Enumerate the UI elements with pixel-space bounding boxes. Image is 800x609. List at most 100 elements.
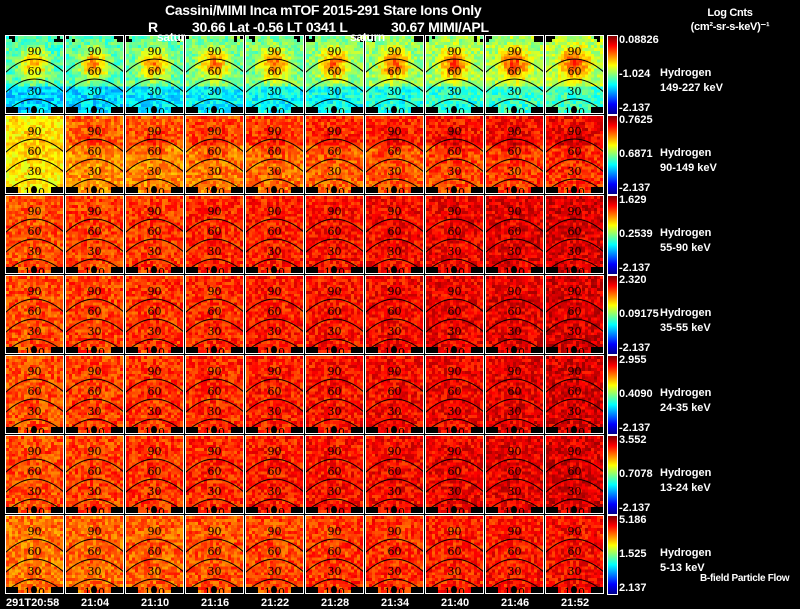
panel-pixels <box>246 436 303 513</box>
panel-pixels <box>546 196 603 273</box>
b-field-marker <box>511 266 517 273</box>
heatmap-panel: 90 60 30 120 <box>125 35 184 114</box>
contour-arc <box>186 478 243 493</box>
contour-arc <box>246 558 303 573</box>
contour-arcs <box>246 458 303 513</box>
contour-arcs <box>426 298 483 353</box>
contour-arc <box>306 58 363 73</box>
contour-label: 60 <box>147 545 162 558</box>
contour-arc <box>66 298 123 313</box>
contour-arcs <box>306 378 363 433</box>
contour-label: 90 <box>267 45 282 58</box>
heatmap-panel: 90 60 30 120 <box>5 515 64 594</box>
contour-label: 30 <box>27 165 42 178</box>
contour-arc <box>306 218 363 233</box>
colorbar-cmid-label: 0.6871 <box>619 148 653 160</box>
heatmap-panel: 90 60 30 120 <box>65 435 124 514</box>
b-field-marker <box>511 186 517 193</box>
contour-label: 60 <box>507 545 522 558</box>
time-tick-label: 21:52 <box>561 597 590 609</box>
contour-arc <box>6 478 63 493</box>
contour-arc <box>546 378 603 393</box>
contour-arc <box>426 238 483 253</box>
heatmap-panel: 90 60 30 120 <box>5 355 64 434</box>
contour-label: 30 <box>87 485 102 498</box>
b-field-marker <box>211 186 217 193</box>
heatmap-panel: 90 60 30 120 <box>305 115 364 194</box>
heatmap-panel: 90 60 30 120 <box>425 115 484 194</box>
contour-arc <box>366 318 423 333</box>
contour-label: 90 <box>27 365 42 378</box>
heatmap-panel: 90 60 30 120 <box>365 115 424 194</box>
contour-arc <box>366 338 423 353</box>
contour-label: 30 <box>507 405 522 418</box>
contour-label: 60 <box>387 385 402 398</box>
contour-label: 30 <box>507 325 522 338</box>
b-field-marker <box>511 506 517 513</box>
contour-arc <box>66 138 123 153</box>
contour-label: 30 <box>567 325 582 338</box>
contour-label: 90 <box>447 285 462 298</box>
panel-pixels <box>6 356 63 433</box>
contour-arcs <box>126 58 183 113</box>
b-field-marker <box>571 586 577 593</box>
b-field-marker <box>31 426 37 433</box>
heatmap-panel: 90 60 30 120 <box>185 515 244 594</box>
contour-label: 30 <box>207 85 222 98</box>
contour-arc <box>306 138 363 153</box>
panel-pixels <box>486 36 543 113</box>
panel-pixels <box>426 356 483 433</box>
contour-label: 120 <box>384 186 405 194</box>
contour-arc <box>126 398 183 413</box>
contour-arc <box>6 378 63 393</box>
panel-pixels <box>366 116 423 193</box>
contour-label: 90 <box>567 365 582 378</box>
heatmap-panel: 90 60 30 120 <box>545 115 604 194</box>
contour-arc <box>486 78 543 93</box>
contour-arc <box>546 218 603 233</box>
contour-arc <box>366 218 423 233</box>
contour-arcs <box>6 218 63 273</box>
heatmap-panel: 90 60 30 120 <box>185 195 244 274</box>
contour-arcs <box>246 218 303 273</box>
contour-arc <box>426 98 483 113</box>
contour-arc <box>486 338 543 353</box>
b-field-marker <box>271 186 277 193</box>
time-tick-label: 291T20:58 <box>6 597 60 609</box>
contour-label: 60 <box>387 225 402 238</box>
contour-label: 30 <box>27 405 42 418</box>
contour-label: 60 <box>27 145 42 158</box>
colorbar-cmax-label: 2.955 <box>619 354 647 366</box>
energy-range: 13-24 keV <box>660 482 711 494</box>
contour-label: 90 <box>27 525 42 538</box>
contour-arcs <box>246 58 303 113</box>
title-line-2-end: 30.67 MIMI/APL <box>391 19 489 35</box>
contour-arc <box>126 78 183 93</box>
contour-label: 30 <box>327 165 342 178</box>
b-field-marker <box>91 266 97 273</box>
contour-label: 60 <box>327 65 342 78</box>
colorbar-cmin-label: -2.137 <box>619 422 651 434</box>
contour-label: 120 <box>444 426 465 434</box>
contour-arc <box>6 58 63 73</box>
contour-label: 90 <box>267 445 282 458</box>
contour-label: 90 <box>507 285 522 298</box>
contour-label: 30 <box>267 325 282 338</box>
contour-arc <box>486 318 543 333</box>
heatmap-panel: 90 60 30 120 <box>425 35 484 114</box>
heatmap-panel: 90 60 30 120 <box>545 355 604 434</box>
contour-arc <box>66 58 123 73</box>
contour-label: 60 <box>207 225 222 238</box>
contour-label: 120 <box>24 426 45 434</box>
contour-label: 60 <box>387 305 402 318</box>
contour-label: 90 <box>87 445 102 458</box>
contour-label: 60 <box>267 545 282 558</box>
contour-label: 120 <box>384 506 405 514</box>
panel-pixels <box>486 276 543 353</box>
contour-label: 30 <box>267 165 282 178</box>
panel-pixels <box>486 196 543 273</box>
contour-arc <box>486 58 543 73</box>
contour-arcs <box>426 218 483 273</box>
contour-label: 30 <box>327 405 342 418</box>
contour-arcs <box>486 458 543 513</box>
